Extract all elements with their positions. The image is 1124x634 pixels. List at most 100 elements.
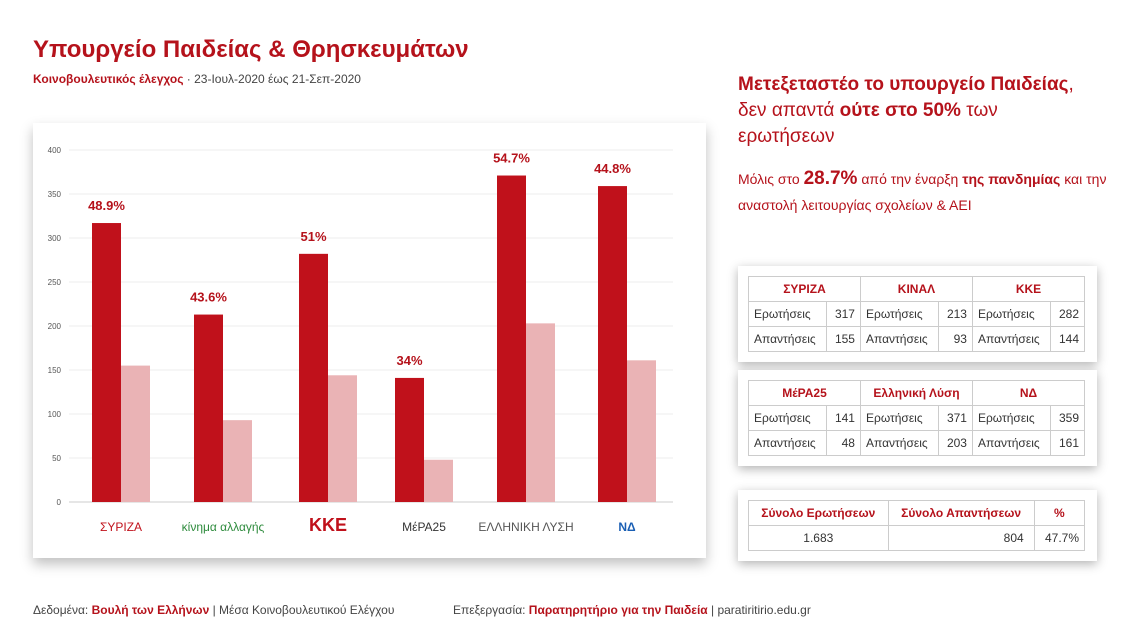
- y-tick-label: 350: [48, 190, 62, 199]
- subline-text-1: Μόλις στο: [738, 171, 804, 187]
- credit-label: Επεξεργασία:: [453, 603, 529, 617]
- bar-questions: [497, 175, 526, 502]
- answers-value: 48: [826, 430, 861, 456]
- party-table-1: ΣΥΡΙΖΑ ΚΙΝΑΛ ΚΚΕ Ερωτήσεις 317 Ερωτήσεις 213 Ερ…: [747, 276, 1086, 352]
- party-name: ΣΥΡΙΖΑ: [748, 276, 861, 302]
- answers-label: Απαντήσεις: [971, 326, 1052, 352]
- bar-questions: [598, 186, 627, 502]
- bar-questions: [395, 377, 424, 502]
- subtitle-dates: · 23-Ιουλ-2020 έως 21-Σεπ-2020: [183, 72, 361, 86]
- bar-answers: [223, 420, 252, 502]
- party-table-2-card: ΜέΡΑ25 Ελληνική Λύση ΝΔ Ερωτήσεις 141 Ερωτήσε…: [738, 370, 1097, 466]
- answers-value: 161: [1050, 430, 1085, 456]
- source-label: Δεδομένα:: [33, 603, 92, 617]
- footer-source: Δεδομένα: Βουλή των Ελλήνων | Μέσα Κοινο…: [33, 603, 394, 617]
- headline-bold-2: ούτε στο 50%: [839, 100, 961, 121]
- answers-label: Απαντήσεις: [747, 430, 828, 456]
- totals-header-answers: Σύνολο Απαντήσεων: [887, 500, 1035, 526]
- answers-label: Απαντήσεις: [971, 430, 1052, 456]
- credit-name: Παρατηρητήριο για την Παιδεία: [528, 603, 708, 617]
- questions-value: 282: [1050, 301, 1085, 327]
- questions-label: Ερωτήσεις: [971, 301, 1052, 327]
- subline: Μόλις στο 28.7% από την έναρξη της πανδη…: [738, 166, 1108, 218]
- party-logo: ΝΔ: [618, 520, 636, 534]
- questions-value: 359: [1050, 405, 1085, 431]
- y-tick-label: 0: [57, 498, 62, 507]
- subline-bold: της πανδημίας: [962, 171, 1061, 187]
- bar-questions: [299, 253, 328, 502]
- headline-bold-1: Μετεξεταστέο το υπουργείο Παιδείας: [738, 74, 1069, 95]
- party-logo: ΜέΡΑ25: [402, 520, 446, 534]
- data-label: 44.8%: [594, 161, 631, 176]
- source-detail: | Μέσα Κοινοβουλευτικού Ελέγχου: [209, 603, 395, 617]
- data-label: 54.7%: [493, 151, 530, 166]
- subline-text-2: από την έναρξη: [857, 171, 963, 187]
- y-tick-label: 150: [48, 366, 62, 375]
- questions-value: 371: [938, 405, 973, 431]
- headline-text-2: των ερωτήσεων: [738, 100, 998, 147]
- questions-label: Ερωτήσεις: [859, 405, 940, 431]
- bar-answers: [526, 323, 555, 502]
- party-table-1-card: ΣΥΡΙΖΑ ΚΙΝΑΛ ΚΚΕ Ερωτήσεις 317 Ερωτήσεις 213 Ερ…: [738, 266, 1097, 362]
- answers-label: Απαντήσεις: [859, 430, 940, 456]
- source-name: Βουλή των Ελλήνων: [91, 603, 210, 617]
- party-logo: ΣΥΡΙΖΑ: [100, 520, 142, 534]
- totals-header-pct: %: [1033, 500, 1086, 526]
- y-tick-label: 50: [52, 454, 61, 463]
- party-name: ΚΚΕ: [971, 276, 1086, 302]
- questions-label: Ερωτήσεις: [859, 301, 940, 327]
- totals-table-card: Σύνολο Ερωτήσεων Σύνολο Απαντήσεων% 1.683…: [738, 490, 1097, 561]
- answers-value: 93: [938, 326, 973, 352]
- answers-label: Απαντήσεις: [859, 326, 940, 352]
- headline-text-1: , δεν απαντά: [738, 74, 1074, 121]
- data-label: 43.6%: [190, 290, 227, 305]
- y-tick-label: 200: [48, 322, 62, 331]
- answers-value: 203: [938, 430, 973, 456]
- party-logo: κίνημα αλλαγής: [182, 520, 265, 534]
- bar-chart: 0 50 100 150 200 250 300 350 400 48.9% ΣΥΡΙΖΑ 43.6%…: [48, 146, 673, 535]
- questions-label: Ερωτήσεις: [747, 405, 828, 431]
- y-tick-label: 250: [48, 278, 62, 287]
- totals-questions: 1.683: [748, 525, 889, 551]
- y-tick-label: 300: [48, 234, 62, 243]
- bar-answers: [328, 375, 357, 502]
- subtitle-bold: Κοινοβουλευτικός έλεγχος: [33, 72, 184, 86]
- data-label: 51%: [300, 229, 326, 244]
- party-name: ΚΙΝΑΛ: [859, 276, 973, 302]
- totals-header-questions: Σύνολο Ερωτήσεων: [748, 500, 889, 526]
- questions-value: 213: [938, 301, 973, 327]
- totals-table: Σύνολο Ερωτήσεων Σύνολο Απαντήσεων% 1.683…: [748, 500, 1086, 551]
- data-label: 34%: [396, 353, 422, 368]
- party-name: ΝΔ: [971, 380, 1086, 406]
- data-label: 48.9%: [88, 198, 125, 213]
- questions-label: Ερωτήσεις: [747, 301, 828, 327]
- footer-credit: Επεξεργασία: Παρατηρητήριο για την Παιδε…: [453, 603, 811, 617]
- y-tick-label: 100: [48, 410, 62, 419]
- subline-text-3: και την αναστολή λειτουργίας σχολείων & …: [738, 171, 1107, 213]
- questions-value: 141: [826, 405, 861, 431]
- bar-answers: [424, 459, 453, 502]
- credit-url: | paratiritirio.edu.gr: [707, 603, 811, 617]
- headline: Μετεξεταστέο το υπουργείο Παιδείας, δεν …: [738, 72, 1098, 150]
- questions-value: 317: [826, 301, 861, 327]
- bar-questions: [194, 314, 223, 502]
- answers-value: 144: [1050, 326, 1085, 352]
- bar-answers: [121, 365, 150, 502]
- party-logo: ΕΛΛΗΝΙΚΗ ΛΥΣΗ: [478, 520, 573, 534]
- chart-card: 0 50 100 150 200 250 300 350 400 48.9% ΣΥΡΙΖΑ 43.6%…: [33, 123, 706, 558]
- page-subtitle: Κοινοβουλευτικός έλεγχος · 23-Ιουλ-2020 …: [33, 72, 361, 86]
- bar-questions: [92, 223, 121, 502]
- questions-label: Ερωτήσεις: [971, 405, 1052, 431]
- answers-label: Απαντήσεις: [747, 326, 828, 352]
- party-name: ΜέΡΑ25: [748, 380, 861, 406]
- bar-answers: [627, 360, 656, 502]
- party-logo: ΚΚΕ: [309, 515, 347, 535]
- totals-answers: 804: [887, 525, 1035, 551]
- y-tick-label: 400: [48, 146, 62, 155]
- answers-value: 155: [826, 326, 861, 352]
- totals-pct: 47.7%: [1033, 525, 1086, 551]
- party-name: Ελληνική Λύση: [859, 380, 973, 406]
- party-table-2: ΜέΡΑ25 Ελληνική Λύση ΝΔ Ερωτήσεις 141 Ερωτήσε…: [747, 380, 1086, 456]
- page-title: Υπουργείο Παιδείας & Θρησκευμάτων: [33, 36, 469, 63]
- subline-pct: 28.7%: [803, 168, 858, 189]
